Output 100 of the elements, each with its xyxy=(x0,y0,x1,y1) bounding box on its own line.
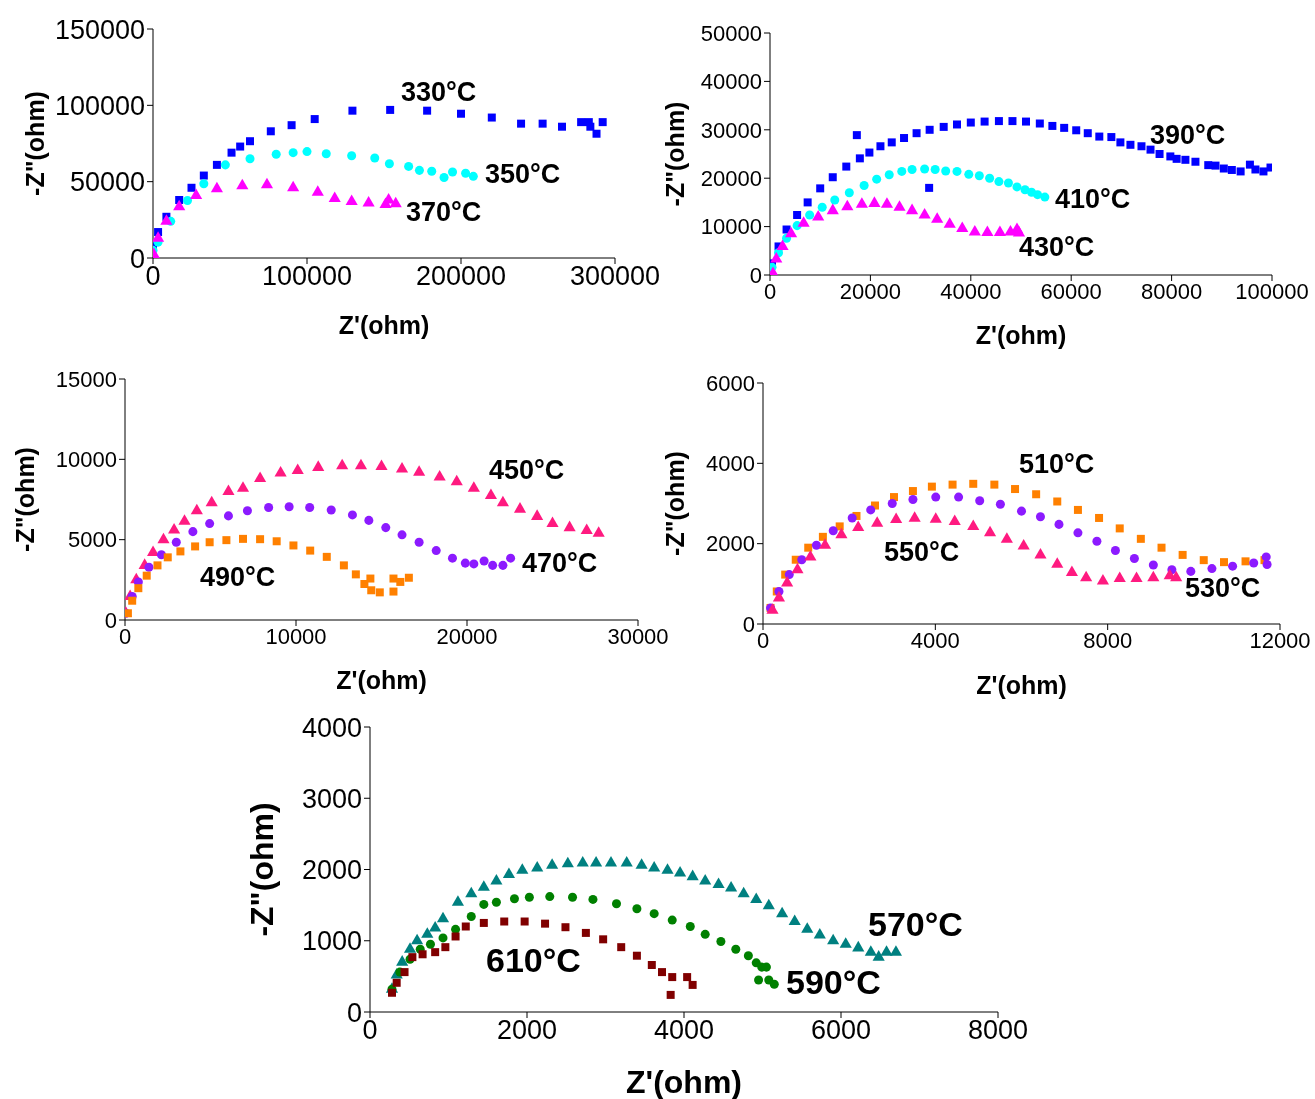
point xyxy=(1219,164,1228,173)
point xyxy=(427,166,437,176)
point xyxy=(546,858,559,869)
point xyxy=(246,137,255,146)
x-tick-label: 2000 xyxy=(496,1015,558,1046)
point xyxy=(791,562,804,574)
point xyxy=(769,979,779,989)
point xyxy=(649,909,659,919)
point xyxy=(1157,543,1166,552)
point xyxy=(1137,142,1146,151)
point xyxy=(366,574,375,583)
point xyxy=(788,914,801,926)
point xyxy=(538,119,547,128)
point xyxy=(447,553,457,563)
point xyxy=(797,216,810,227)
y-tick-label: 100000 xyxy=(54,90,145,121)
point xyxy=(871,516,884,527)
point xyxy=(835,522,844,531)
point xyxy=(1147,570,1160,582)
point xyxy=(931,212,944,223)
x-tick-label: 20000 xyxy=(839,278,901,304)
point xyxy=(227,148,236,157)
point xyxy=(1095,513,1104,522)
point xyxy=(967,519,980,530)
point xyxy=(163,553,172,562)
point xyxy=(620,856,633,867)
point xyxy=(844,188,854,198)
series-label: 410°C xyxy=(1055,183,1131,214)
point xyxy=(952,166,962,176)
point xyxy=(1053,497,1062,506)
point xyxy=(321,149,331,159)
point xyxy=(351,570,360,579)
point xyxy=(468,171,478,181)
point xyxy=(897,166,907,176)
point xyxy=(908,487,917,496)
point xyxy=(590,856,603,867)
x-tick-label: 6000 xyxy=(810,1015,872,1046)
point xyxy=(477,880,490,891)
point xyxy=(880,945,893,956)
point xyxy=(1172,154,1181,163)
point xyxy=(930,164,940,174)
point xyxy=(674,866,687,877)
x-tick-label: 100000 xyxy=(1235,278,1309,304)
y-axis-title: -Z"(ohm) xyxy=(661,451,689,556)
point xyxy=(381,523,391,533)
point xyxy=(1095,132,1104,141)
point xyxy=(260,177,274,189)
point xyxy=(395,461,409,473)
point xyxy=(238,534,247,543)
point xyxy=(580,523,593,535)
series-label: 350°C xyxy=(485,158,561,189)
point xyxy=(803,198,812,207)
point xyxy=(908,494,918,504)
point xyxy=(805,210,815,220)
series-label: 470°C xyxy=(522,547,598,578)
point xyxy=(658,968,667,977)
point xyxy=(974,171,984,181)
point xyxy=(920,164,930,174)
point xyxy=(375,459,388,471)
point xyxy=(828,526,838,536)
point xyxy=(980,117,989,126)
point xyxy=(1251,165,1260,174)
point xyxy=(912,129,921,138)
point xyxy=(1236,167,1245,176)
point xyxy=(396,577,405,586)
point xyxy=(546,516,559,528)
point xyxy=(868,196,881,207)
point xyxy=(776,239,789,250)
point xyxy=(1035,119,1044,128)
x-tick-label: 60000 xyxy=(1040,278,1102,304)
point xyxy=(1129,554,1139,564)
point xyxy=(242,506,252,516)
point xyxy=(952,120,961,129)
point xyxy=(1073,505,1082,514)
point xyxy=(531,861,544,872)
point xyxy=(168,523,181,534)
point xyxy=(712,877,725,888)
point xyxy=(288,148,298,158)
y-tick-label: 1000 xyxy=(301,926,362,957)
point xyxy=(157,532,170,544)
point xyxy=(968,224,981,236)
point xyxy=(925,125,934,134)
point xyxy=(541,919,550,928)
y-tick-label: 2000 xyxy=(301,855,362,886)
point xyxy=(287,121,296,130)
point xyxy=(784,570,794,580)
point xyxy=(927,482,936,491)
point xyxy=(1033,190,1043,200)
point xyxy=(648,861,661,872)
point xyxy=(872,174,882,184)
point xyxy=(776,906,789,918)
point xyxy=(199,171,208,180)
point xyxy=(826,203,839,215)
point xyxy=(364,515,374,525)
point xyxy=(683,973,692,982)
x-axis-title: Z'(ohm) xyxy=(336,666,427,694)
point xyxy=(592,129,601,138)
point xyxy=(178,514,191,525)
point xyxy=(1083,129,1092,138)
point xyxy=(190,503,203,515)
